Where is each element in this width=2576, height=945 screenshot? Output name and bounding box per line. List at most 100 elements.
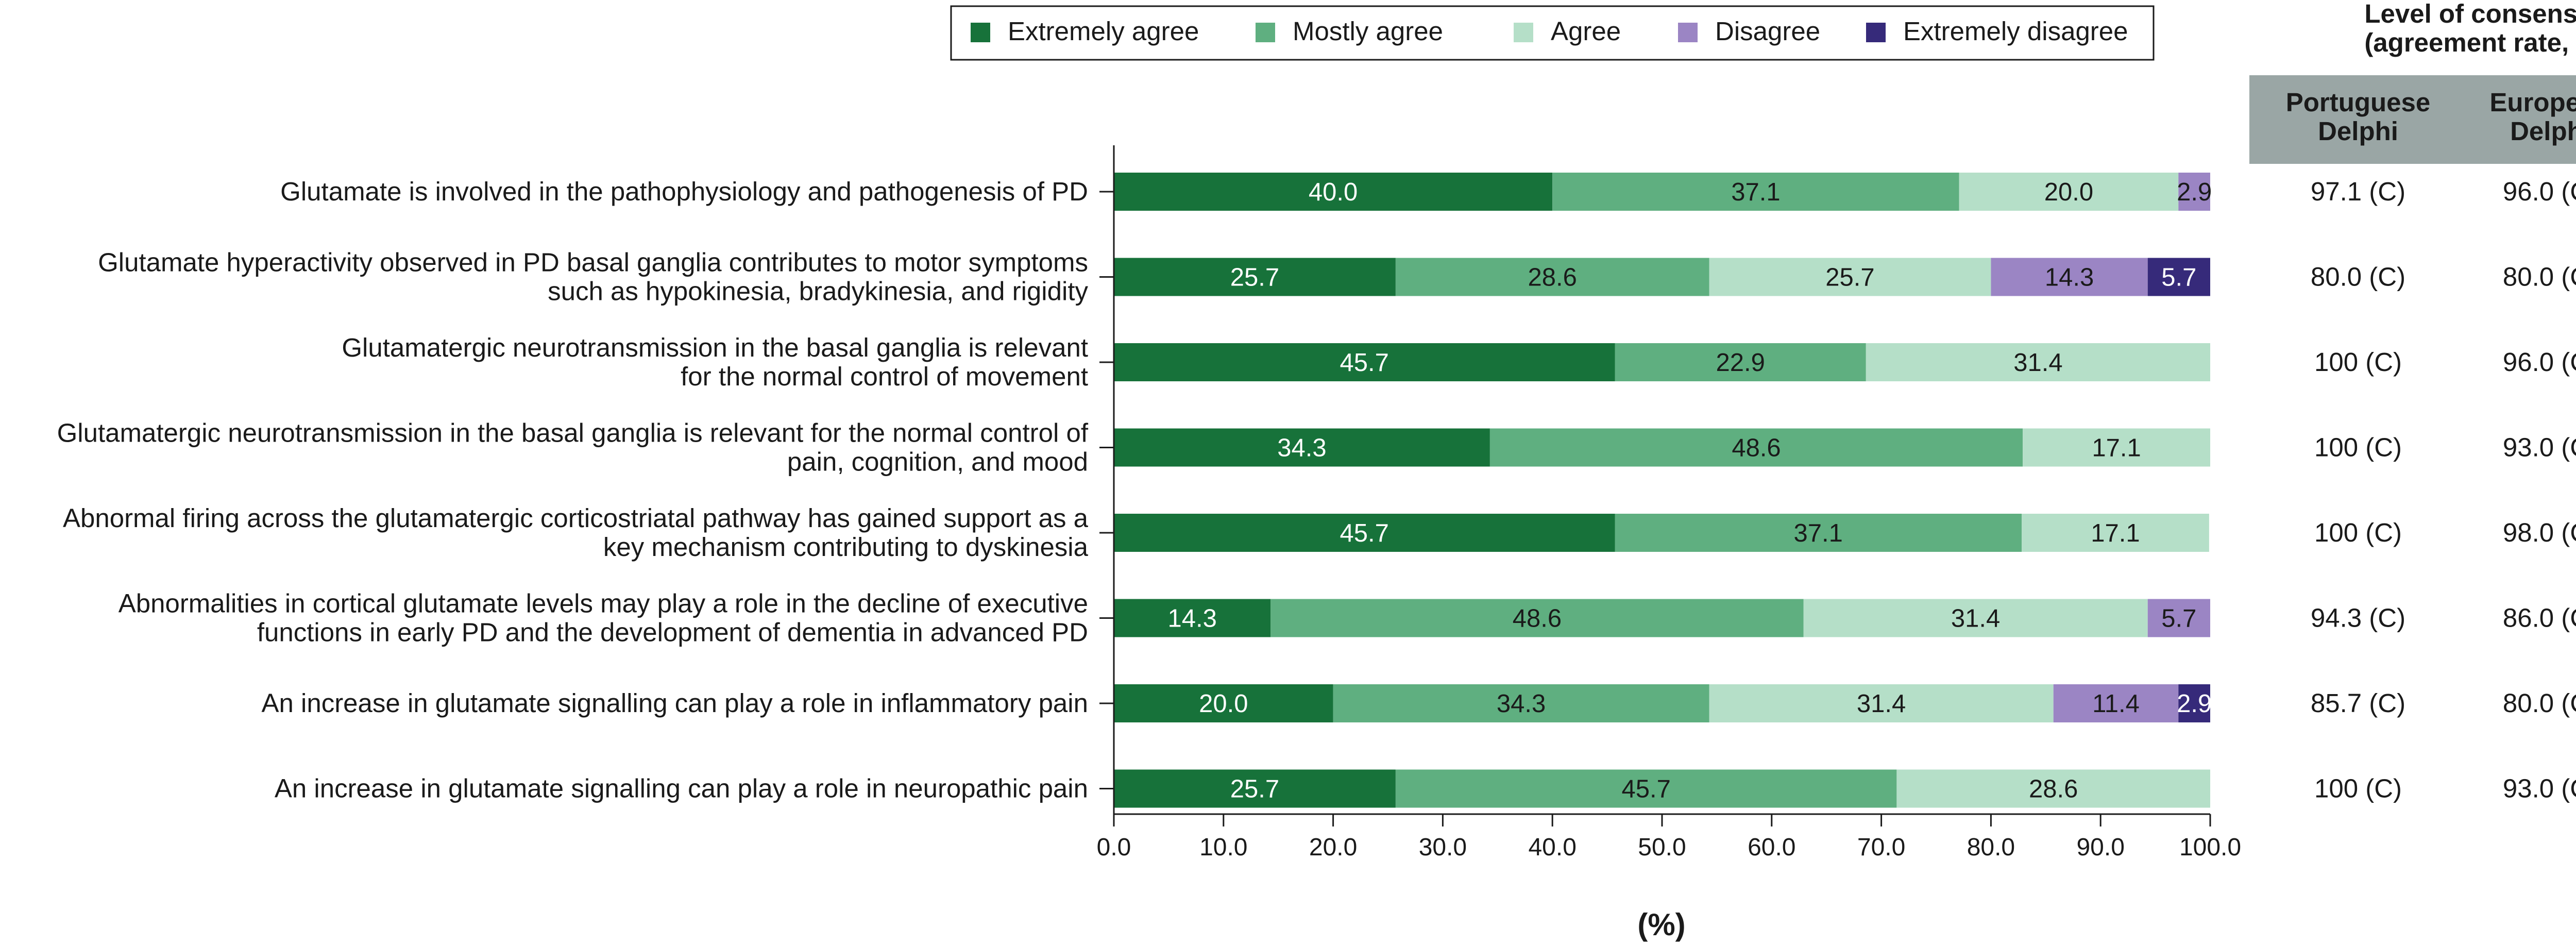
consensus-column-header: Delphi (2318, 116, 2398, 146)
consensus-value: 80.0 (C) (2503, 688, 2576, 718)
x-axis: 0.0 10.0 20.0 30.0 40.0 50.0 60.0 70.0 80.0 90.0 1… (1097, 145, 2241, 861)
question-label: Glutamate is involved in the pathophysio… (280, 177, 1088, 206)
x-tick-label: 10.0 (1199, 834, 1247, 861)
data-label: 25.7 (1825, 264, 1874, 292)
consensus-value: 100 (C) (2314, 433, 2402, 462)
question-label: Glutamatergic neurotransmission in the b… (342, 333, 1088, 362)
bar-segment (1114, 514, 1615, 552)
legend-box (950, 5, 2155, 61)
bar-segment (2147, 599, 2210, 637)
question-label: pain, cognition, and mood (787, 447, 1088, 477)
bar-segment (1114, 428, 1490, 467)
consensus-column-header: European (2489, 88, 2576, 117)
x-tick-label: 80.0 (1967, 834, 2015, 861)
x-tick-label: 90.0 (2076, 834, 2124, 861)
bar-segment (1866, 343, 2210, 381)
x-tick-label: 30.0 (1419, 834, 1467, 861)
bar-segment (2053, 684, 2179, 722)
bar-segment (1991, 258, 2148, 296)
data-label: 28.6 (1528, 264, 1577, 292)
data-label: 11.4 (2092, 690, 2140, 718)
x-tick-label: 0.0 (1097, 834, 1131, 861)
data-label: 20.0 (1199, 690, 1248, 718)
question-label: such as hypokinesia, bradykinesia, and r… (548, 277, 1088, 306)
consensus-value: 98.0 (C) (2503, 518, 2576, 547)
data-label: 2.9 (2177, 178, 2212, 206)
consensus-value: 94.3 (C) (2311, 603, 2405, 633)
bar-segment (1395, 258, 1709, 296)
question-label: Abnormal firing across the glutamatergic… (63, 503, 1089, 533)
question-label: Glutamatergic neurotransmission in the b… (57, 418, 1089, 448)
data-label: 37.1 (1794, 519, 1843, 547)
data-label: 28.6 (2029, 775, 2078, 803)
data-label: 40.0 (1309, 178, 1358, 206)
consensus-value: 97.1 (C) (2311, 177, 2405, 206)
consensus-value: 85.7 (C) (2311, 688, 2405, 718)
data-label: 17.1 (2091, 519, 2140, 547)
legend-label: Extremely agree (1008, 16, 1199, 46)
legend: Extremely agree Mostly agree Agree Disagree… (950, 5, 2155, 61)
data-label: 45.7 (1621, 775, 1670, 803)
question-label: Abnormalities in cortical glutamate leve… (118, 589, 1088, 618)
consensus-title: (agreement rate, %) (2364, 28, 2576, 57)
data-label: 20.0 (2044, 178, 2093, 206)
x-tick-label: 20.0 (1309, 834, 1357, 861)
x-tick-label: 40.0 (1528, 834, 1576, 861)
data-label: 5.7 (2161, 605, 2196, 633)
consensus-title: Level of consensus (2364, 0, 2576, 28)
bar-segment (1114, 343, 1615, 381)
data-label: 25.7 (1230, 264, 1279, 292)
data-label: 45.7 (1340, 519, 1389, 547)
data-label: 37.1 (1731, 178, 1780, 206)
data-label: 45.7 (1340, 349, 1389, 377)
bar-segment (1333, 684, 1709, 722)
x-tick-label: 100.0 (2179, 834, 2241, 861)
bar-segment (1615, 343, 1866, 381)
legend-label: Agree (1551, 16, 1621, 46)
bar-segment (1114, 684, 1333, 722)
data-label: 31.4 (2013, 349, 2062, 377)
bar-segment (1395, 769, 1897, 808)
bar-segment (1709, 258, 1991, 296)
bar-segment (1114, 769, 1396, 808)
data-label: 5.7 (2161, 264, 2196, 292)
bar-segment (2178, 173, 2210, 211)
consensus-column-header: Portuguese (2286, 88, 2431, 117)
x-axis-title: (%) (1637, 907, 1685, 942)
consensus-value: 100 (C) (2314, 774, 2402, 803)
consensus-value: 86.0 (C) (2503, 603, 2576, 633)
consensus-value: 100 (C) (2314, 518, 2402, 547)
consensus-header-bg (2249, 75, 2576, 164)
bar-segment (1114, 173, 1553, 211)
data-label: 14.3 (1167, 605, 1216, 633)
data-label: 17.1 (2092, 434, 2141, 462)
question-label: Glutamate hyperactivity observed in PD b… (98, 248, 1088, 277)
bar-segment (1489, 428, 2023, 467)
bar-segment (1615, 514, 2022, 552)
x-tick-label: 70.0 (1857, 834, 1905, 861)
consensus-value: 96.0 (C) (2503, 177, 2576, 206)
x-tick-label: 50.0 (1638, 834, 1686, 861)
bar-segment (1270, 599, 1804, 637)
legend-label: Mostly agree (1293, 16, 1443, 46)
question-label: An increase in glutamate signalling can … (275, 774, 1088, 803)
data-label: 34.3 (1277, 434, 1326, 462)
question-label: functions in early PD and the developmen… (257, 618, 1088, 647)
consensus-column-header: Delphi (2510, 116, 2576, 146)
consensus-value: 100 (C) (2314, 347, 2402, 377)
bar-segment (2023, 428, 2210, 467)
data-label: 25.7 (1230, 775, 1279, 803)
bar-segment (2147, 258, 2210, 296)
consensus-value: 80.0 (C) (2311, 262, 2405, 292)
legend-swatch (1678, 23, 1698, 42)
bar-segment (1803, 599, 2148, 637)
consensus-value: 96.0 (C) (2503, 347, 2576, 377)
data-label: 48.6 (1513, 605, 1562, 633)
question-labels: Glutamate is involved in the pathophysio… (57, 177, 1114, 803)
bar-segment (2178, 684, 2210, 722)
legend-swatch (1866, 23, 1886, 42)
bar-segment (1552, 173, 1959, 211)
legend-label: Disagree (1715, 16, 1820, 46)
question-label: for the normal control of movement (681, 362, 1088, 391)
